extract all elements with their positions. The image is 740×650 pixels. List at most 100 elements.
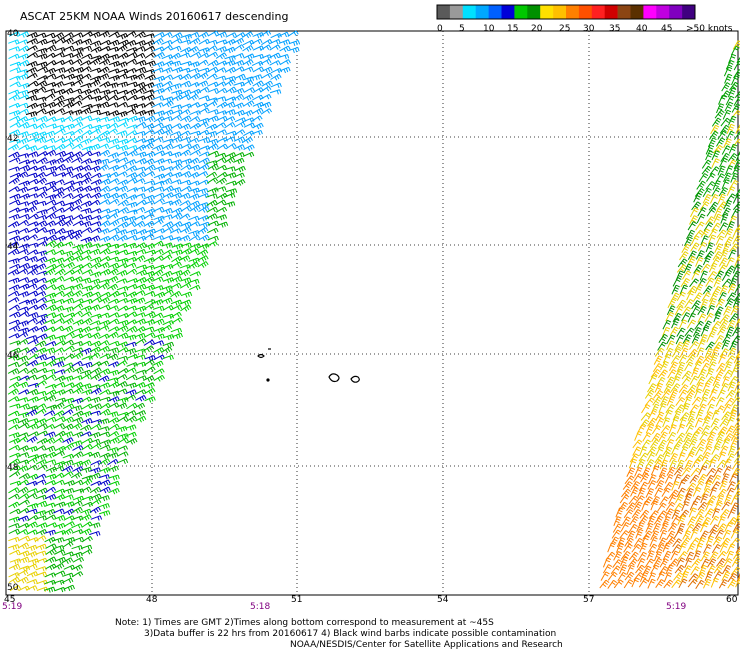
wind-barb (80, 214, 93, 222)
scale-swatch (643, 5, 657, 19)
wind-barb (703, 222, 714, 232)
wind-barb (89, 186, 102, 193)
wind-barb (70, 233, 82, 240)
scale-swatch (656, 5, 670, 19)
wind-barb (178, 255, 191, 262)
wind-barb (711, 474, 722, 485)
wind-barb (722, 369, 733, 379)
wind-barb (106, 283, 119, 291)
wind-barb (171, 163, 183, 171)
lat-label: 46 (7, 351, 19, 361)
wind-barb (162, 100, 174, 108)
wind-barb (26, 72, 38, 79)
wind-barb (152, 219, 164, 226)
wind-barb (62, 59, 74, 65)
wind-barb (9, 157, 21, 163)
wind-barb (670, 550, 680, 561)
wind-barb (665, 501, 676, 511)
wind-barb (152, 235, 165, 241)
wind-barb (53, 298, 65, 305)
wind-barb (54, 150, 67, 158)
wind-barb (90, 367, 102, 375)
wind-barb (700, 493, 709, 504)
wind-barb (654, 454, 665, 464)
wind-barb (252, 80, 264, 88)
wind-barb (89, 332, 101, 340)
wind-barb (731, 335, 740, 345)
wind-barb (162, 200, 174, 206)
wind-barb (162, 185, 174, 193)
wind-barb (26, 346, 39, 354)
wind-barb (685, 523, 695, 533)
wind-barb (8, 501, 20, 509)
wind-barb (161, 54, 174, 60)
wind-barb (44, 494, 57, 501)
wind-barb (696, 438, 707, 449)
wind-barb (650, 369, 661, 378)
wind-barb (697, 340, 706, 350)
wind-barb (216, 101, 228, 109)
scale-label: 35 (609, 24, 620, 34)
wind-barb (153, 173, 166, 180)
wind-barb (707, 529, 718, 539)
wind-barb (224, 46, 236, 54)
wind-barb (134, 361, 146, 367)
wind-barb (727, 153, 738, 162)
wind-barb (688, 507, 697, 518)
wind-barb (35, 303, 48, 311)
wind-barb (624, 571, 635, 581)
wind-barb (45, 556, 57, 564)
wind-barb (198, 163, 210, 171)
wind-barb (709, 551, 719, 561)
wind-barb (664, 409, 673, 420)
wind-barb (188, 172, 200, 179)
wind-barb (52, 312, 65, 319)
wind-barb (725, 550, 734, 561)
wind-barb (646, 550, 655, 561)
wind-barb (90, 499, 102, 506)
wind-barb (116, 355, 128, 362)
wind-barb (162, 60, 174, 67)
wind-barb (631, 543, 642, 553)
wind-barb (89, 304, 101, 311)
wind-barb (707, 137, 717, 148)
wind-barb (733, 454, 740, 463)
wind-barb (198, 157, 210, 165)
wind-barb (45, 171, 57, 177)
wind-barb (116, 458, 129, 464)
wind-barb (35, 380, 47, 387)
wind-barb (224, 152, 237, 159)
wind-barb (36, 151, 49, 157)
wind-barb (198, 145, 211, 151)
wind-barb (719, 285, 729, 295)
wind-barb (714, 243, 723, 253)
wind-barb (702, 445, 713, 455)
wind-barb (143, 233, 155, 240)
wind-barb (133, 402, 146, 410)
wind-barb (735, 545, 740, 554)
wind-barb (35, 318, 47, 326)
time-label: 5:18 (250, 602, 270, 612)
wind-barb (665, 404, 675, 414)
wind-barb (726, 193, 736, 203)
wind-barb (216, 171, 228, 179)
wind-barb (54, 460, 66, 468)
wind-barb (620, 556, 629, 567)
wind-barb (53, 191, 65, 199)
wind-barb (655, 543, 665, 554)
scale-label: 30 (583, 24, 595, 34)
wind-barb (260, 86, 272, 93)
wind-barb (635, 528, 644, 539)
wind-barb (171, 207, 183, 215)
wind-barb (63, 480, 76, 487)
wind-barb (35, 96, 47, 102)
wind-barb (647, 383, 657, 393)
wind-barb (117, 207, 130, 214)
wind-barb (666, 530, 676, 540)
wind-barb (81, 145, 94, 152)
wind-barb (25, 94, 38, 102)
wind-barb (53, 450, 65, 457)
wind-barb (116, 157, 129, 163)
wind-barb (205, 131, 218, 137)
wind-barb (143, 40, 156, 47)
